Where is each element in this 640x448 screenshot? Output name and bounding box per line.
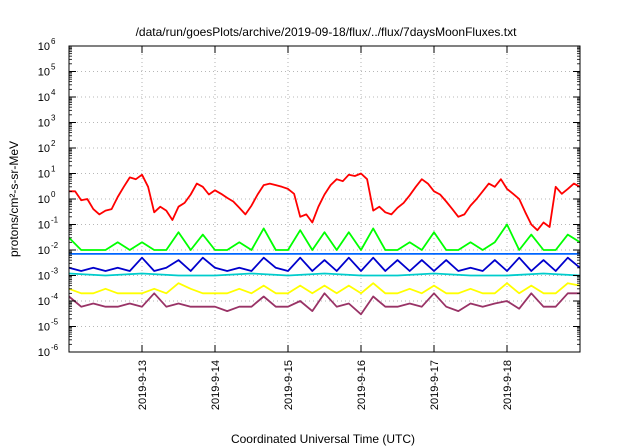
y-axis-label: protons/cm²-s-sr-MeV: [7, 141, 21, 257]
y-tick-label: 10: [38, 118, 50, 130]
x-tick-label: 2019-9-16: [356, 360, 368, 410]
y-tick-exponent: 5: [51, 63, 56, 72]
x-tick-label: 2019-9-17: [429, 360, 441, 410]
grid-lines: [69, 46, 580, 352]
series-line-7: [68, 292, 580, 316]
y-tick-label: 10: [38, 347, 50, 359]
series-line-1: [69, 172, 581, 232]
y-tick-exponent: 2: [51, 139, 56, 148]
y-tick-exponent: 3: [51, 114, 56, 123]
series-line-2: [68, 223, 581, 251]
y-tick-label: 10: [38, 143, 50, 155]
y-tick-exponent: 6: [51, 37, 56, 46]
y-tick-exponent: -6: [51, 343, 59, 352]
series-line-4: [68, 256, 581, 272]
y-tick-label: 10: [38, 194, 50, 206]
y-tick-label: 10: [38, 92, 50, 104]
y-tick-exponent: -5: [51, 318, 59, 327]
x-tick-label: 2019-9-13: [137, 360, 149, 410]
series-layer: [68, 172, 581, 316]
x-axis-label: Coordinated Universal Time (UTC): [231, 432, 415, 446]
x-tick-label: 2019-9-15: [283, 360, 295, 410]
chart-title: /data/run/goesPlots/archive/2019-09-18/f…: [136, 25, 518, 39]
y-tick-label: 10: [38, 67, 50, 79]
series-line-5: [68, 272, 581, 277]
axis-ticks: [69, 45, 580, 353]
x-tick-label: 2019-9-14: [210, 360, 222, 410]
y-axis-tick-labels: 10 -610 -510 -410 -310 -210 -110 010 110 210 310 41…: [38, 37, 59, 359]
y-tick-label: 10: [38, 169, 50, 181]
y-tick-label: 10: [38, 296, 50, 308]
x-tick-label: 2019-9-18: [502, 360, 514, 410]
y-tick-label: 10: [38, 322, 50, 334]
y-tick-exponent: -1: [51, 216, 59, 225]
y-tick-exponent: -3: [51, 267, 59, 276]
y-tick-label: 10: [38, 220, 50, 232]
y-tick-exponent: -4: [51, 292, 59, 301]
x-axis-tick-labels: 2019-9-13 2019-9-14 2019-9-15 2019-9-16 2019…: [137, 360, 514, 410]
y-tick-exponent: 4: [51, 88, 56, 97]
y-tick-exponent: -2: [51, 241, 59, 250]
y-tick-label: 10: [38, 41, 50, 53]
y-tick-label: 10: [38, 271, 50, 283]
y-tick-exponent: 1: [51, 165, 56, 174]
series-line-6: [68, 282, 581, 295]
y-tick-label: 10: [38, 245, 50, 257]
y-tick-exponent: 0: [51, 190, 56, 199]
